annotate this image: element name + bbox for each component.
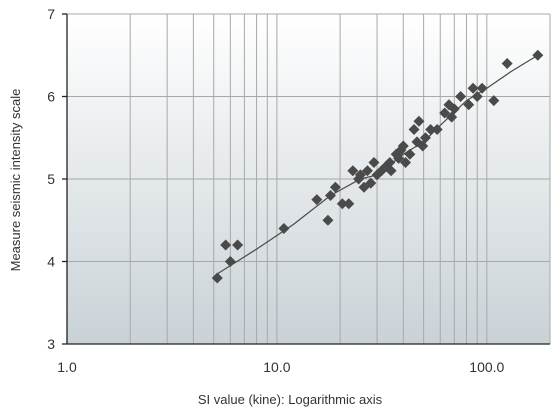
data-point-diamond bbox=[311, 194, 323, 206]
data-point-diamond bbox=[467, 82, 479, 94]
data-point-diamond bbox=[439, 107, 451, 119]
y-tick-label: 7 bbox=[47, 6, 55, 22]
data-point-diamond bbox=[211, 272, 223, 284]
data-point-diamond bbox=[361, 165, 373, 177]
x-tick-label: 100.0 bbox=[469, 359, 504, 375]
data-point-diamond bbox=[501, 58, 513, 69]
data-point-diamond bbox=[455, 91, 467, 102]
x-axis-label: SI value (kine): Logarithmic axis bbox=[198, 392, 383, 407]
data-point-diamond bbox=[419, 132, 431, 144]
data-point-diamond bbox=[368, 157, 380, 168]
data-point-diamond bbox=[365, 177, 377, 189]
data-point-diamond bbox=[463, 99, 475, 111]
y-tick-label: 6 bbox=[47, 89, 55, 105]
data-point-diamond bbox=[417, 140, 429, 152]
data-point-diamond bbox=[224, 256, 236, 267]
data-point-diamond bbox=[413, 115, 425, 127]
data-point-diamond bbox=[336, 198, 348, 210]
data-point-diamond bbox=[488, 95, 500, 107]
y-tick-label: 5 bbox=[47, 171, 55, 187]
data-point-diamond bbox=[408, 124, 420, 135]
axes bbox=[62, 13, 550, 345]
data-point-diamond bbox=[393, 152, 405, 164]
data-point-diamond bbox=[532, 49, 544, 61]
y-axis-label: Measure seismic intensity scale bbox=[8, 89, 23, 272]
y-tick-label: 4 bbox=[47, 254, 55, 270]
data-point-diamond bbox=[448, 103, 460, 115]
data-point-diamond bbox=[431, 124, 443, 135]
data-point-diamond bbox=[476, 82, 488, 94]
data-point-diamond bbox=[384, 157, 396, 168]
data-point-diamond bbox=[232, 239, 244, 251]
data-point-diamond bbox=[400, 157, 412, 168]
data-point-diamond bbox=[329, 181, 341, 193]
data-point-diamond bbox=[397, 140, 409, 152]
data-point-diamond bbox=[322, 214, 334, 226]
data-point-diamond bbox=[404, 148, 416, 160]
data-point-diamond bbox=[347, 165, 359, 177]
data-point-diamond bbox=[446, 111, 458, 123]
data-point-diamond bbox=[324, 190, 336, 201]
data-point-diamond bbox=[471, 91, 483, 102]
data-point-diamond bbox=[343, 198, 355, 210]
data-points bbox=[211, 49, 544, 284]
x-tick-label: 1.0 bbox=[57, 359, 77, 375]
data-point-diamond bbox=[425, 124, 437, 135]
data-point-diamond bbox=[220, 239, 232, 251]
data-point-diamond bbox=[278, 223, 290, 234]
y-tick-label: 3 bbox=[47, 336, 55, 352]
data-point-diamond bbox=[385, 165, 397, 177]
x-tick-label: 10.0 bbox=[263, 359, 290, 375]
tick-labels: 3 4 5 6 7 1.0 10.0 100.0 bbox=[47, 6, 504, 375]
data-point-diamond bbox=[354, 169, 366, 181]
